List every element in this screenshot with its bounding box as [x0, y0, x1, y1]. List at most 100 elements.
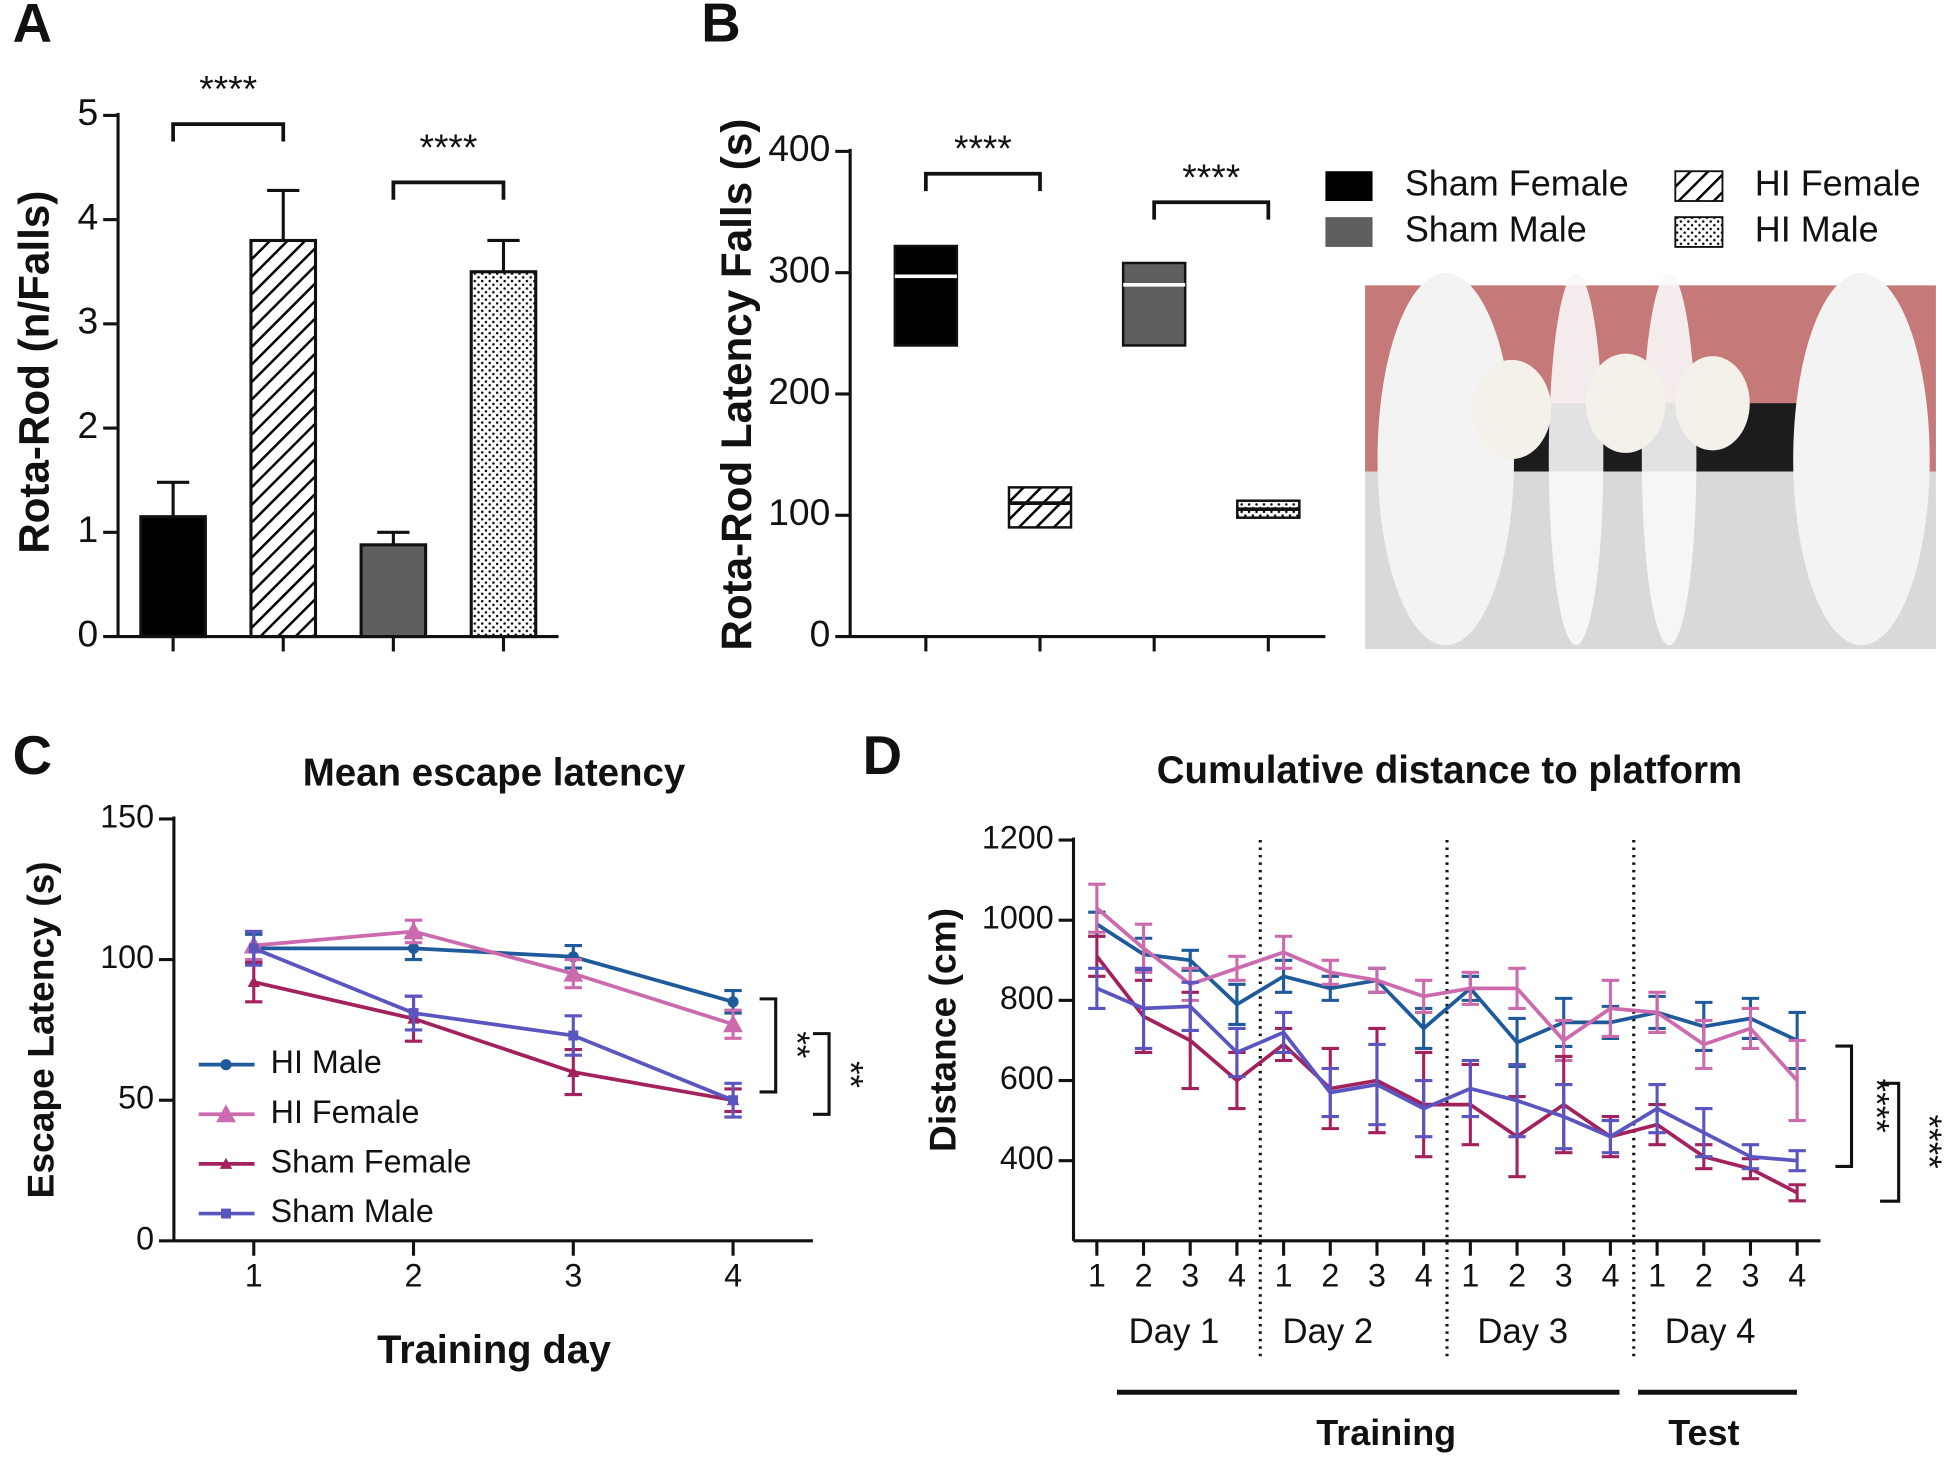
chart-title: Mean escape latency	[303, 752, 686, 795]
bracket	[171, 122, 286, 142]
legend-label: Sham Female	[1405, 163, 1629, 204]
box	[1121, 261, 1187, 347]
annotation: ****	[419, 126, 477, 168]
x-tick-label: 2	[1695, 1258, 1713, 1294]
y-tick-label: 0	[810, 612, 831, 654]
x-tick-label: 4	[1228, 1258, 1246, 1294]
bar	[469, 270, 538, 639]
marker	[407, 942, 420, 954]
y-tick-label: 600	[1000, 1060, 1054, 1096]
bracket	[1152, 200, 1271, 220]
y-axis-label: Rota-Rod (n/Falls)	[11, 191, 58, 554]
marker	[408, 1008, 419, 1018]
x-tick-label: 4	[1788, 1258, 1806, 1294]
legend-label: HI Male	[271, 1044, 382, 1080]
series-line	[253, 946, 734, 1004]
bracket	[1880, 1081, 1901, 1203]
y-tick-label: 1	[77, 508, 98, 550]
photo	[1365, 272, 1936, 649]
legend-marker	[216, 1104, 236, 1123]
group-label: Day 4	[1665, 1313, 1756, 1351]
x-axis-label: Training day	[377, 1328, 611, 1372]
bar	[359, 543, 428, 639]
x-tick-label: 3	[1555, 1258, 1573, 1294]
legend-marker	[221, 1208, 231, 1219]
box	[893, 244, 959, 347]
y-tick-label: 0	[136, 1220, 154, 1256]
y-tick-label: 100	[100, 939, 154, 975]
y-tick-label: 200	[768, 370, 830, 412]
x-tick-label: 4	[1601, 1258, 1619, 1294]
group-label: Day 1	[1129, 1313, 1220, 1351]
annotation: ****	[1909, 1115, 1946, 1169]
y-tick-label: 800	[1000, 980, 1054, 1016]
legend-label: Sham Male	[271, 1193, 434, 1229]
y-tick-label: 3	[77, 300, 98, 342]
marker	[728, 1095, 739, 1106]
legend-label: Sham Male	[1405, 209, 1587, 250]
x-tick-label: 2	[405, 1258, 423, 1294]
legend-marker	[220, 1059, 232, 1071]
y-tick-label: 0	[77, 612, 98, 654]
annotation: **	[777, 1031, 815, 1058]
legend-label: HI Female	[271, 1094, 420, 1130]
y-tick-label: 400	[768, 127, 830, 169]
series-line	[1095, 906, 1799, 1082]
bar	[139, 515, 207, 639]
phase-label: Test	[1668, 1412, 1739, 1453]
legend-swatch	[1325, 171, 1373, 202]
bar	[249, 238, 318, 639]
x-tick-label: 2	[1508, 1258, 1526, 1294]
y-axis-label: Distance (cm)	[922, 908, 964, 1152]
annotation: **	[831, 1061, 869, 1088]
series-line	[253, 980, 734, 1103]
x-tick-label: 1	[1461, 1258, 1479, 1294]
y-tick-label: 5	[77, 91, 98, 133]
y-tick-label: 150	[100, 798, 154, 834]
bracket	[923, 171, 1042, 192]
marker	[248, 943, 259, 954]
x-tick-label: 1	[1275, 1258, 1293, 1294]
marker	[247, 975, 260, 988]
x-tick-label: 3	[564, 1258, 582, 1294]
y-tick-label: 4	[77, 195, 98, 237]
x-tick-label: 1	[1088, 1258, 1106, 1294]
x-tick-label: 2	[1321, 1258, 1339, 1294]
y-tick-label: 100	[768, 491, 830, 533]
x-tick-label: 1	[245, 1258, 263, 1294]
y-tick-label: 2	[77, 404, 98, 446]
series-line	[253, 929, 734, 1027]
chart-title: Cumulative distance to platform	[1157, 749, 1742, 792]
phase-label: Training	[1316, 1412, 1456, 1453]
y-tick-label: 400	[1000, 1140, 1054, 1176]
legend-label: Sham Female	[271, 1143, 472, 1179]
marker	[403, 921, 424, 940]
bracket	[759, 997, 778, 1094]
panel-label: D	[863, 725, 902, 786]
legend-label: HI Female	[1755, 163, 1921, 204]
legend-marker	[219, 1157, 233, 1169]
x-tick-label: 1	[1648, 1258, 1666, 1294]
bracket	[391, 180, 506, 200]
legend-swatch	[1674, 170, 1724, 202]
series-line	[1095, 922, 1798, 1045]
y-axis-label: Rota-Rod Latency Falls (s)	[713, 119, 760, 651]
legend-swatch	[1674, 216, 1724, 248]
box	[1007, 486, 1073, 529]
legend-label: HI Male	[1755, 209, 1879, 250]
marker	[567, 1065, 580, 1078]
panel-label: C	[13, 725, 52, 786]
y-axis-label: Escape Latency (s)	[19, 861, 61, 1198]
y-tick-label: 50	[118, 1080, 154, 1116]
annotation: ****	[1857, 1079, 1895, 1133]
x-tick-label: 4	[724, 1258, 742, 1294]
series-line	[253, 946, 734, 1102]
y-tick-label: 300	[768, 249, 830, 291]
panel-label: A	[13, 0, 52, 54]
bracket	[812, 1032, 831, 1116]
marker	[568, 1030, 579, 1041]
y-tick-label: 1200	[982, 820, 1054, 856]
marker	[723, 1014, 743, 1033]
